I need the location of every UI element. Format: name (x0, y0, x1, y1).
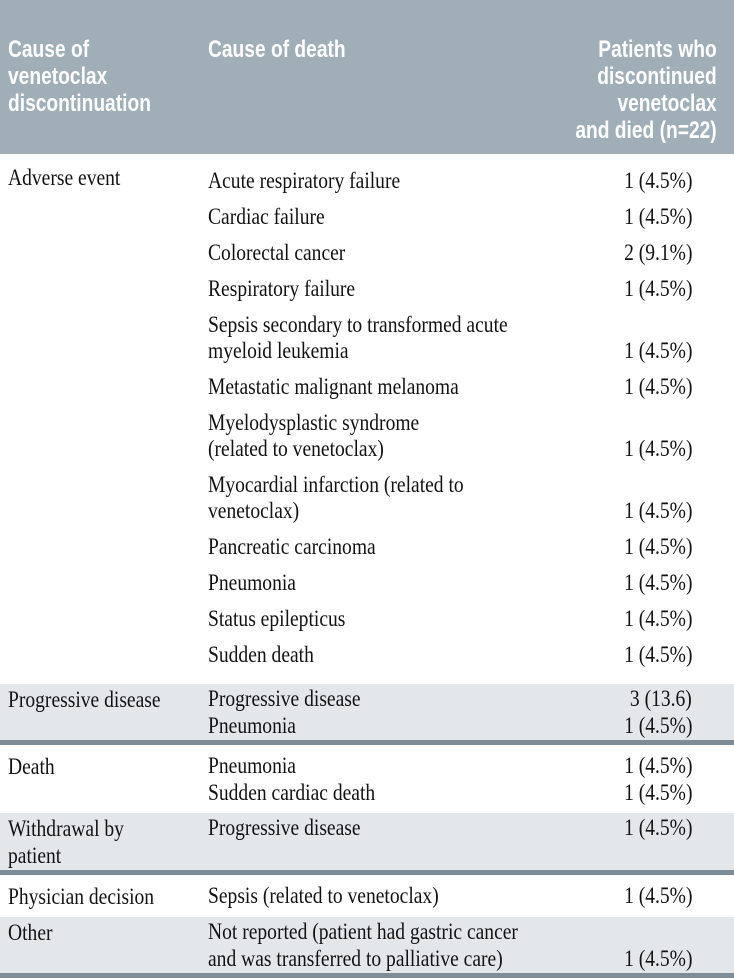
group-rows: Acute respiratory failure 1 (4.5%) Cardi… (208, 163, 734, 673)
cause-cell: Colorectal cancer (208, 240, 346, 265)
table-row: Myelodysplastic syndrome (related to ven… (208, 405, 734, 467)
table-row: Myocardial infarction (related to veneto… (208, 467, 734, 529)
group-rows: Sepsis (related to venetoclax) 1 (4.5%) (208, 882, 734, 910)
cause-cell: Status epilepticus (208, 606, 346, 631)
table-row: Sudden death 1 (4.5%) (208, 637, 734, 673)
group-rows: Progressive disease 1 (4.5%) (208, 814, 734, 869)
count-cell: 1 (4.5%) (623, 498, 692, 523)
table-row: Progressive disease 1 (4.5%) (208, 814, 734, 841)
table-row: Pneumonia 1 (4.5%) (208, 712, 734, 739)
count-cell: 1 (4.5%) (623, 713, 692, 738)
group-label: Death (8, 754, 55, 779)
cause-cell: Acute respiratory failure (208, 168, 401, 193)
count-cell: 1 (4.5%) (623, 642, 692, 667)
table-row: Respiratory failure 1 (4.5%) (208, 271, 734, 307)
cause-cell: Myocardial infarction (related to veneto… (208, 472, 464, 523)
count-cell: 1 (4.5%) (623, 436, 692, 461)
count-cell: 1 (4.5%) (623, 883, 692, 908)
header-label-patients: Patients who discontinued venetoclax and… (575, 36, 717, 144)
cause-cell: Sudden cardiac death (208, 780, 376, 805)
cause-cell: Progressive disease (208, 686, 361, 711)
count-cell: 1 (4.5%) (623, 815, 692, 840)
table-row: Pneumonia 1 (4.5%) (208, 565, 734, 601)
table-row: Sepsis (related to venetoclax) 1 (4.5%) (208, 882, 734, 909)
count-cell: 2 (9.1%) (623, 240, 692, 265)
table-group: Progressive disease Progressive disease … (0, 684, 734, 745)
header-label-discontinuation: Cause of venetoclax discontinuation (8, 36, 151, 117)
table-header: Cause of venetoclax discontinuation Caus… (0, 0, 734, 154)
group-label: Adverse event (8, 165, 121, 190)
count-cell: 1 (4.5%) (623, 534, 692, 559)
group-label: Withdrawal by patient (8, 816, 124, 868)
group-label: Other (8, 920, 53, 945)
cause-cell: Pneumonia (208, 753, 296, 778)
table-row: Acute respiratory failure 1 (4.5%) (208, 163, 734, 199)
count-cell: 1 (4.5%) (623, 570, 692, 595)
table-group: Withdrawal by patient Progressive diseas… (0, 813, 734, 875)
count-cell: 1 (4.5%) (623, 374, 692, 399)
table-body: Adverse event Acute respiratory failure … (0, 154, 734, 978)
table-row: Progressive disease 3 (13.6) (208, 685, 734, 712)
cause-cell: Pneumonia (208, 713, 296, 738)
count-cell: 1 (4.5%) (623, 276, 692, 301)
group-rows: Not reported (patient had gastric cancer… (208, 918, 734, 972)
count-cell: 1 (4.5%) (623, 204, 692, 229)
table-row: Sudden cardiac death 1 (4.5%) (208, 779, 734, 806)
count-cell: 1 (4.5%) (623, 780, 692, 805)
table-group: Physician decision Sepsis (related to ve… (0, 875, 734, 917)
table-group: Death Pneumonia 1 (4.5%) Sudden cardiac … (0, 745, 734, 813)
cause-cell: Pneumonia (208, 570, 296, 595)
cause-cell: Pancreatic carcinoma (208, 534, 376, 559)
header-cell-patients: Patients who discontinued venetoclax and… (517, 9, 717, 144)
cause-cell: Sudden death (208, 642, 314, 667)
cause-cell: Metastatic malignant melanoma (208, 374, 459, 399)
count-cell: 1 (4.5%) (623, 606, 692, 631)
count-cell: 1 (4.5%) (623, 946, 692, 971)
header-label-death: Cause of death (208, 36, 346, 63)
cause-cell: Progressive disease (208, 815, 361, 840)
cause-cell: Respiratory failure (208, 276, 356, 301)
table-row: Sepsis secondary to transformed acute my… (208, 307, 734, 369)
table-row: Pancreatic carcinoma 1 (4.5%) (208, 529, 734, 565)
cause-cell: Sepsis (related to venetoclax) (208, 883, 439, 908)
group-rows: Progressive disease 3 (13.6) Pneumonia 1… (208, 685, 734, 739)
header-cell-discontinuation: Cause of venetoclax discontinuation (8, 9, 208, 144)
table-row: Pneumonia 1 (4.5%) (208, 752, 734, 779)
count-cell: 1 (4.5%) (623, 338, 692, 363)
table-row: Cardiac failure 1 (4.5%) (208, 199, 734, 235)
table-row: Status epilepticus 1 (4.5%) (208, 601, 734, 637)
cause-cell: Not reported (patient had gastric cancer… (208, 919, 518, 971)
count-cell: 1 (4.5%) (623, 753, 692, 778)
table-row: Colorectal cancer 2 (9.1%) (208, 235, 734, 271)
table-group: Adverse event Acute respiratory failure … (0, 154, 734, 684)
cause-cell: Myelodysplastic syndrome (related to ven… (208, 410, 420, 461)
cause-cell: Cardiac failure (208, 204, 325, 229)
group-label: Physician decision (8, 884, 155, 909)
header-cell-death: Cause of death (208, 9, 517, 144)
cause-cell: Sepsis secondary to transformed acute my… (208, 312, 508, 363)
table-group: Other Not reported (patient had gastric … (0, 917, 734, 978)
count-cell: 3 (13.6) (630, 686, 692, 711)
group-rows: Pneumonia 1 (4.5%) Sudden cardiac death … (208, 752, 734, 806)
group-label: Progressive disease (8, 687, 161, 712)
table-row: Metastatic malignant melanoma 1 (4.5%) (208, 369, 734, 405)
count-cell: 1 (4.5%) (623, 168, 692, 193)
table-row: Not reported (patient had gastric cancer… (208, 918, 734, 972)
